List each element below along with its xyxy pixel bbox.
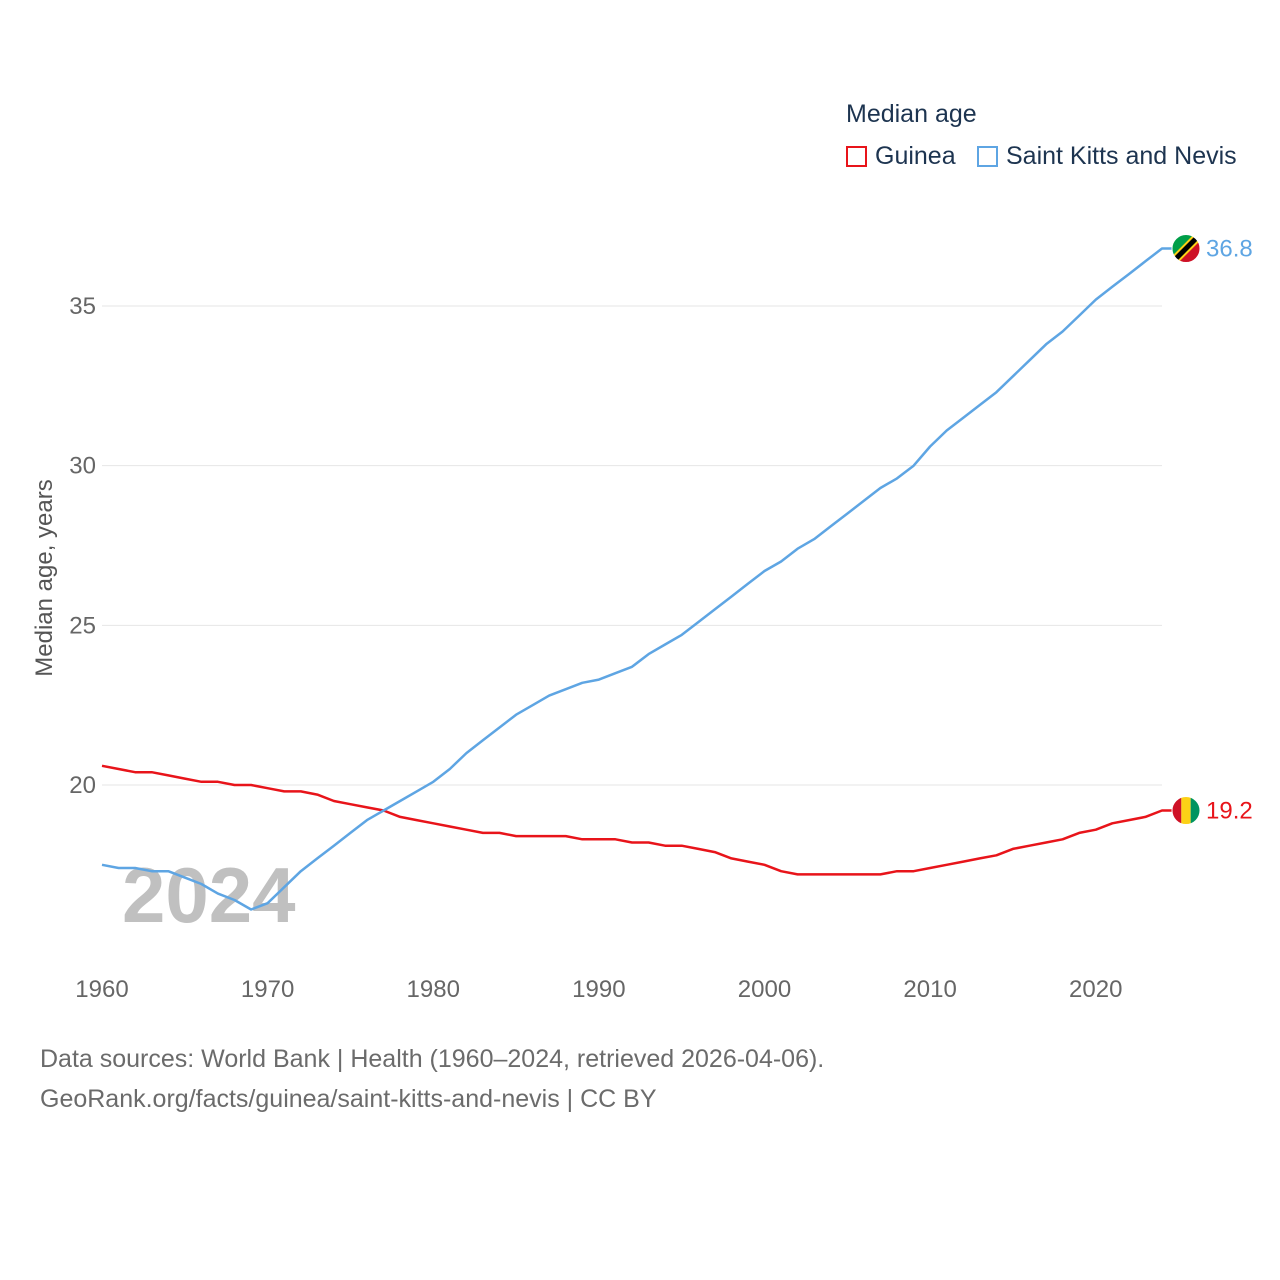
x-tick-label-1960: 1960: [75, 976, 128, 1003]
x-tick-label-1980: 1980: [407, 976, 460, 1003]
series-lines: [101, 247, 1172, 911]
x-tick-label-2020: 2020: [1069, 976, 1122, 1003]
end-value-label-guinea: 19.2: [1206, 798, 1253, 825]
y-tick-label-35: 35: [69, 293, 96, 320]
grid-lines: [102, 305, 1162, 786]
y-tick-label-25: 25: [69, 612, 96, 639]
y-axis-ticks: 20 25 30 35: [69, 293, 96, 799]
legend-label-saint-kitts-and-nevis: Saint Kitts and Nevis: [1006, 142, 1237, 170]
x-axis-ticks: 1960 1970 1980 1990 2000 2010 2020: [75, 976, 1122, 1003]
legend-swatch-saint-kitts-and-nevis: [977, 146, 998, 167]
legend-label-guinea: Guinea: [875, 142, 956, 170]
year-watermark: 2024: [122, 851, 296, 939]
x-tick-label-2000: 2000: [738, 976, 791, 1003]
legend-swatch-guinea: [846, 146, 867, 167]
x-tick-label-2010: 2010: [903, 976, 956, 1003]
footer-sources: Data sources: World Bank | Health (1960–…: [40, 1045, 825, 1073]
guinea-flag-icon: [1171, 796, 1201, 826]
saint-kitts-and-nevis-flag-icon: [1171, 234, 1201, 264]
legend-title: Median age: [846, 100, 977, 128]
y-tick-label-20: 20: [69, 772, 96, 799]
series-line-guinea[interactable]: [101, 764, 1172, 876]
x-tick-label-1990: 1990: [572, 976, 625, 1003]
y-axis-label: Median age, years: [31, 479, 58, 676]
y-tick-label-30: 30: [69, 453, 96, 480]
x-tick-label-1970: 1970: [241, 976, 294, 1003]
end-value-label-saint-kitts-and-nevis: 36.8: [1206, 236, 1253, 263]
series-end-markers: 19.2 36.8: [1171, 234, 1253, 826]
series-line-saint-kitts-and-nevis[interactable]: [101, 247, 1172, 911]
legend-item-saint-kitts-and-nevis[interactable]: Saint Kitts and Nevis: [977, 142, 1237, 171]
legend-item-guinea[interactable]: Guinea: [846, 142, 956, 171]
footer-link[interactable]: GeoRank.org/facts/guinea/saint-kitts-and…: [40, 1085, 657, 1113]
